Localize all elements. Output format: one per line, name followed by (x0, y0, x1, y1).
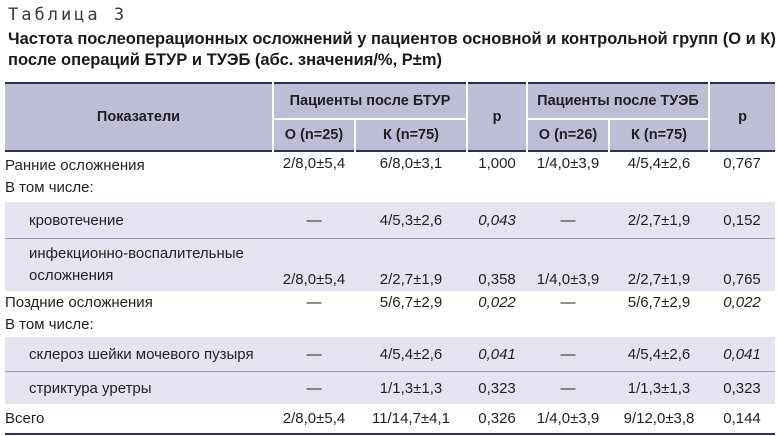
cell-p-btur: 0,323 (467, 371, 528, 404)
cell-o-tueb: 1/4,0±3,9 (527, 238, 610, 291)
cell-p-btur: 0,043 (467, 202, 528, 239)
cell-o-btur: — (273, 371, 355, 404)
cell-o-tueb: — (527, 337, 610, 372)
table-row: Всего 2/8,0±5,4 11/14,7±4,1 0,326 1/4,0±… (5, 404, 776, 435)
cell-p-tueb: 0,041 (709, 337, 776, 372)
row-label-line1: Ранние осложнения (5, 157, 145, 174)
cell-p-btur: 0,326 (467, 404, 528, 435)
cell-p-tueb: 0,765 (709, 238, 776, 291)
cell-k-tueb: 1/1,3±1,3 (609, 371, 710, 404)
row-label-line2: осложнения (29, 267, 114, 284)
row-label-line1: инфекционно-воспалительные (29, 245, 244, 262)
row-label: Ранние осложнения В том числе: (5, 151, 273, 202)
cell-p-btur: 1,000 (467, 151, 528, 202)
cell-k-tueb: 4/5,4±2,6 (609, 337, 710, 372)
row-label: Поздние осложнения В том числе: (5, 291, 273, 337)
row-label-line2: В том числе: (5, 316, 94, 333)
cell-o-tueb: 1/4,0±3,9 (527, 404, 610, 435)
row-label-line2: В том числе: (5, 179, 94, 196)
cell-p-btur: 0,041 (467, 337, 528, 372)
cell-p-tueb: 0,323 (709, 371, 776, 404)
cell-k-btur: 2/2,7±1,9 (355, 238, 468, 291)
cell-k-btur: 4/5,3±2,6 (355, 202, 468, 239)
cell-p-tueb: 0,152 (709, 202, 776, 239)
cell-o-btur: — (273, 202, 355, 239)
cell-o-btur: 2/8,0±5,4 (273, 151, 355, 202)
header-indicators: Показатели (5, 83, 273, 151)
header-p-tueb: p (708, 83, 776, 151)
cell-k-btur: 1/1,3±1,3 (355, 371, 468, 404)
cell-o-btur: 2/8,0±5,4 (273, 238, 355, 291)
header-k-btur: К (n=75) (353, 119, 468, 151)
cell-k-tueb: 5/6,7±2,9 (609, 291, 710, 337)
row-label: инфекционно-воспалительные осложнения (5, 238, 273, 291)
cell-p-tueb: 0,022 (709, 291, 776, 337)
table-title: Частота послеоперационных осложнений у п… (8, 30, 776, 69)
cell-k-tueb: 2/2,7±1,9 (609, 202, 710, 239)
cell-p-btur: 0,358 (467, 238, 528, 291)
table-row: Ранние осложнения В том числе: 2/8,0±5,4… (5, 151, 776, 202)
header-group-btur: Пациенты после БТУР (271, 83, 468, 120)
row-label: Всего (5, 404, 273, 435)
cell-o-tueb: — (527, 202, 610, 239)
cell-k-tueb: 9/12,0±3,8 (609, 404, 710, 435)
row-label: стриктура уретры (5, 371, 273, 404)
row-label: склероз шейки мочевого пузыря (5, 337, 273, 372)
header-row-1: Показатели Пациенты после БТУР p Пациент… (5, 83, 776, 151)
cell-p-tueb: 0,144 (709, 404, 776, 435)
table-row: стриктура уретры — 1/1,3±1,3 0,323 — 1/1… (5, 371, 776, 404)
cell-o-tueb: — (527, 291, 610, 337)
header-p-btur: p (466, 83, 528, 151)
cell-o-btur: 2/8,0±5,4 (273, 404, 355, 435)
complications-table: Показатели Пациенты после БТУР p Пациент… (5, 82, 776, 435)
table-row: Поздние осложнения В том числе: — 5/6,7±… (5, 291, 776, 337)
header-row-2: О (n=25) К (n=75) О (n=26) К (n=75) (5, 119, 776, 151)
cell-k-tueb: 4/5,4±2,6 (609, 151, 710, 202)
header-o-tueb: О (n=26) (526, 119, 610, 151)
cell-k-btur: 5/6,7±2,9 (355, 291, 468, 337)
header-k-tueb: К (n=75) (608, 119, 710, 151)
cell-k-tueb: 2/2,7±1,9 (609, 238, 710, 291)
cell-o-btur: — (273, 337, 355, 372)
cell-o-tueb: 1/4,0±3,9 (527, 151, 610, 202)
cell-o-btur: — (273, 291, 355, 337)
cell-p-btur: 0,022 (467, 291, 528, 337)
header-o-btur: О (n=25) (272, 119, 355, 151)
cell-k-btur: 6/8,0±3,1 (355, 151, 468, 202)
cell-k-btur: 11/14,7±4,1 (355, 404, 468, 435)
row-label-line1: Поздние осложнения (5, 294, 153, 311)
table-row: инфекционно-воспалительные осложнения 2/… (5, 238, 776, 291)
cell-k-btur: 4/5,4±2,6 (355, 337, 468, 372)
table-label: Таблица 3 (8, 5, 128, 25)
table-row: кровотечение — 4/5,3±2,6 0,043 — 2/2,7±1… (5, 202, 776, 239)
cell-o-tueb: — (527, 371, 610, 404)
header-group-tueb: Пациенты после ТУЭБ (526, 83, 710, 120)
table-row: склероз шейки мочевого пузыря — 4/5,4±2,… (5, 337, 776, 372)
row-label: кровотечение (5, 202, 273, 239)
cell-p-tueb: 0,767 (709, 151, 776, 202)
